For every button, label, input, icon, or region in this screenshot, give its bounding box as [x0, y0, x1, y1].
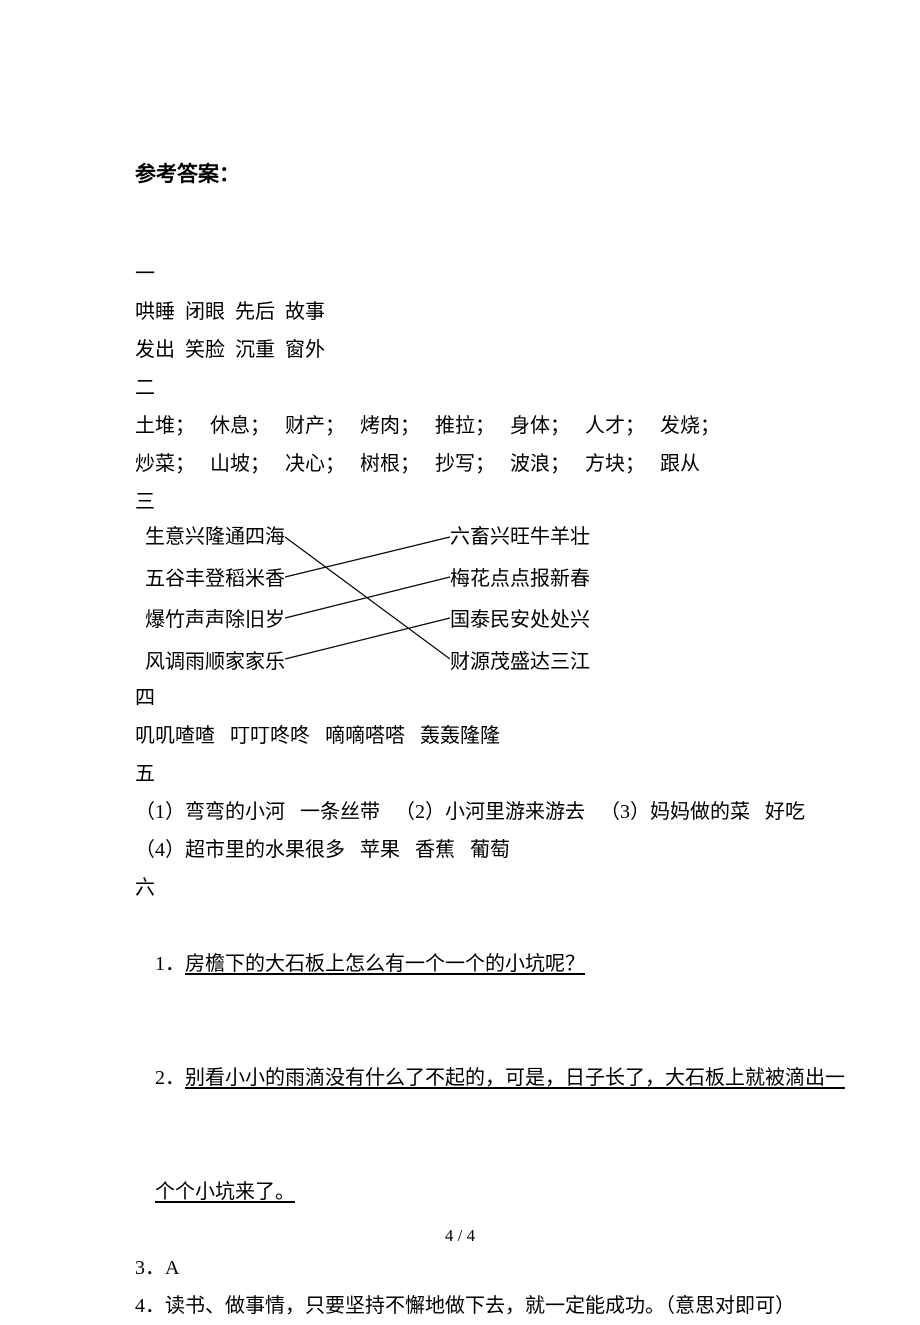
page-number: 4 / 4 [0, 1220, 920, 1252]
q1-text: 房檐下的大石板上怎么有一个一个的小坑呢？ [185, 953, 585, 975]
section-4-line-1: 叽叽喳喳 叮叮咚咚 嘀嘀嗒嗒 轰轰隆隆 [135, 717, 785, 755]
document-page: 参考答案： 一 哄睡 闭眼 先后 故事 发出 笑脸 沉重 窗外 二 土堆； 休息… [0, 0, 920, 1302]
match-right-column: 六畜兴旺牛羊壮 梅花点点报新春 国泰民安处处兴 财源茂盛达三江 [450, 527, 590, 672]
match-left-column: 生意兴隆通四海 五谷丰登稻米香 爆竹声声除旧岁 风调雨顺家家乐 [145, 527, 285, 672]
section-2-line-1: 土堆； 休息； 财产； 烤肉； 推拉； 身体； 人才； 发烧； [135, 407, 785, 445]
q2-text-b: 个个小坑来了。 [155, 1181, 295, 1203]
answers-title: 参考答案： [135, 155, 785, 195]
matching-diagram: 生意兴隆通四海 五谷丰登稻米香 爆竹声声除旧岁 风调雨顺家家乐 六畜兴旺牛羊壮 … [145, 527, 785, 677]
section-5-line-1: （1）弯弯的小河 一条丝带 （2）小河里游来游去 （3）妈妈做的菜 好吃 [135, 793, 785, 831]
section-6-q2-line1: 2．别看小小的雨滴没有什么了不起的，可是，日子长了，大石板上就被滴出一 [135, 1021, 785, 1135]
section-6-heading: 六 [135, 869, 785, 907]
match-left-item: 爆竹声声除旧岁 [145, 610, 285, 630]
section-5-line-2: （4）超市里的水果很多 苹果 香蕉 葡萄 [135, 831, 785, 869]
match-right-item: 财源茂盛达三江 [450, 652, 590, 672]
match-right-item: 国泰民安处处兴 [450, 610, 590, 630]
section-4-heading: 四 [135, 679, 785, 717]
section-1-line-1: 哄睡 闭眼 先后 故事 [135, 293, 785, 331]
section-6-q1: 1．房檐下的大石板上怎么有一个一个的小坑呢？ [135, 907, 785, 1021]
q1-prefix: 1． [155, 953, 185, 975]
match-left-item: 五谷丰登稻米香 [145, 569, 285, 589]
section-2-line-2: 炒菜； 山坡； 决心； 树根； 抄写； 波浪； 方块； 跟从 [135, 445, 785, 483]
section-2-heading: 二 [135, 369, 785, 407]
section-5-heading: 五 [135, 755, 785, 793]
section-6-q4: 4．读书、做事情，只要坚持不懈地做下去，就一定能成功。（意思对即可） [135, 1287, 785, 1325]
section-6-q3: 3．A [135, 1249, 785, 1287]
section-1-heading: 一 [135, 255, 785, 293]
q2-prefix: 2． [155, 1067, 185, 1089]
match-left-item: 风调雨顺家家乐 [145, 652, 285, 672]
match-right-item: 梅花点点报新春 [450, 569, 590, 589]
match-right-item: 六畜兴旺牛羊壮 [450, 527, 590, 547]
section-3-heading: 三 [135, 483, 785, 521]
match-lines-svg [285, 533, 450, 669]
match-left-item: 生意兴隆通四海 [145, 527, 285, 547]
section-1-line-2: 发出 笑脸 沉重 窗外 [135, 331, 785, 369]
q2-text-a: 别看小小的雨滴没有什么了不起的，可是，日子长了，大石板上就被滴出一 [185, 1067, 845, 1089]
